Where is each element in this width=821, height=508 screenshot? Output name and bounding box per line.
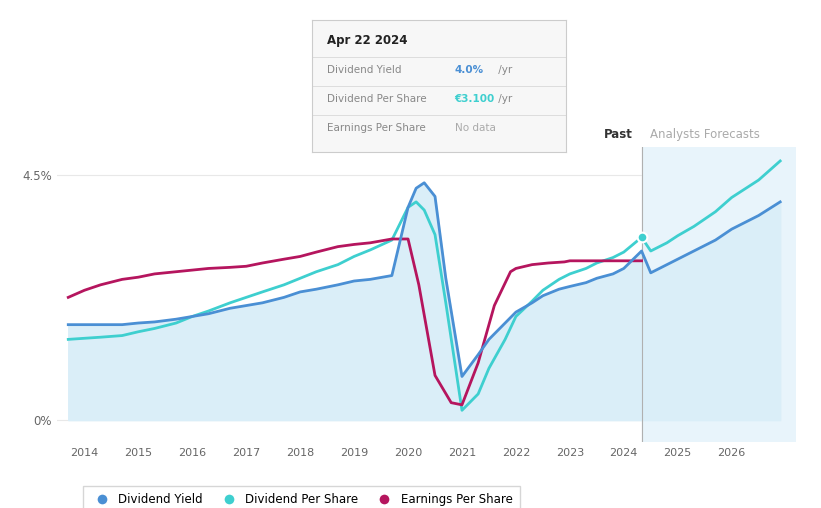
Text: €3.100: €3.100	[455, 94, 495, 104]
Text: Dividend Yield: Dividend Yield	[328, 65, 401, 75]
Text: Analysts Forecasts: Analysts Forecasts	[650, 129, 760, 141]
Text: No data: No data	[455, 123, 495, 133]
Text: /yr: /yr	[495, 65, 512, 75]
Text: Earnings Per Share: Earnings Per Share	[328, 123, 426, 133]
Bar	[641, 147, 796, 442]
Text: Apr 22 2024: Apr 22 2024	[328, 34, 408, 47]
Text: /yr: /yr	[495, 94, 512, 104]
Text: Past: Past	[603, 129, 633, 141]
Text: 4.0%: 4.0%	[455, 65, 484, 75]
Legend: Dividend Yield, Dividend Per Share, Earnings Per Share: Dividend Yield, Dividend Per Share, Earn…	[83, 486, 520, 508]
Text: Dividend Per Share: Dividend Per Share	[328, 94, 427, 104]
